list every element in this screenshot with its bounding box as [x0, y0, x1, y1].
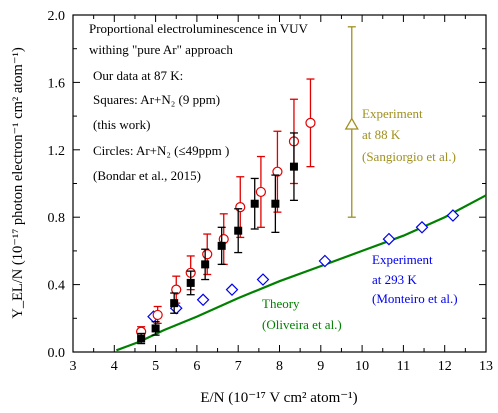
y-tick-label: 1.2: [48, 144, 66, 159]
x-tick-label: 10: [355, 359, 369, 374]
diamond-point: [382, 232, 396, 246]
annotation-our-data: Our data at 87 K: Squares: Ar+N₂ (9 ppm)…: [93, 68, 229, 183]
our-data-line-4: Circles: Ar+N₂ (≤49ppm ): [93, 143, 229, 158]
y-tick-label: 1.6: [48, 76, 66, 91]
heading-line-2: withing "pure Ar" approach: [89, 42, 233, 57]
square-point: [151, 324, 160, 333]
x-tick-label: 8: [276, 359, 283, 374]
y-tick-label: 0.8: [48, 211, 66, 226]
y-tick-label: 0.0: [48, 346, 66, 361]
exp293-line-3: (Monteiro et al.): [372, 291, 458, 306]
our-data-line-3: (this work): [93, 117, 150, 132]
circle-point: [202, 249, 213, 260]
circle-point: [152, 309, 163, 321]
series-open-diamond: [147, 209, 460, 323]
triangle-point: [344, 117, 359, 130]
square-point: [289, 162, 298, 171]
exp88-line-2: at 88 K: [362, 127, 401, 142]
square-point: [250, 199, 259, 208]
exp88-line-3: (Sangiorgio et al.): [362, 149, 456, 164]
diamond-point: [446, 209, 460, 222]
y-axis-label: Y_EL/N (10⁻¹⁷ photon electron⁻¹ cm² atom…: [10, 47, 26, 318]
square-point: [217, 241, 226, 250]
annotation-heading: Proportional electroluminescence in VUV …: [89, 21, 309, 57]
exp293-line-1: Experiment: [372, 252, 433, 267]
series-layer: [116, 26, 487, 352]
axis-ticks: [72, 14, 487, 353]
x-tick-label: 12: [438, 359, 452, 374]
x-tick-label: 3: [70, 359, 77, 374]
annotation-experiment-293k: Experiment at 293 K (Monteiro et al.): [372, 252, 458, 306]
diamond-point: [415, 220, 429, 234]
x-tick-label: 9: [317, 359, 324, 374]
circle-point: [305, 117, 316, 128]
x-tick-label: 5: [152, 359, 159, 374]
our-data-line-1: Our data at 87 K:: [93, 68, 183, 83]
circle-point: [272, 166, 283, 177]
our-data-line-5: (Bondar et al., 2015): [93, 168, 201, 183]
diamond-point: [318, 254, 332, 268]
x-tick-label: 7: [235, 359, 242, 374]
diamond-point: [256, 273, 270, 286]
x-tick-label: 4: [111, 359, 118, 374]
circle-point: [255, 186, 267, 198]
x-tick-labels: 3 4 5 6 7 8 9 10 11 12 13: [70, 359, 494, 374]
exp293-line-2: at 293 K: [372, 272, 417, 287]
circle-point: [235, 201, 246, 213]
circle-point: [171, 284, 182, 295]
diamond-point: [225, 283, 239, 297]
diamond-point: [196, 293, 210, 307]
square-point: [170, 299, 179, 308]
x-tick-label: 11: [397, 359, 410, 374]
our-data-line-2: Squares: Ar+N₂ (9 ppm): [93, 92, 220, 107]
x-tick-label: 6: [193, 359, 200, 374]
y-tick-label: 2.0: [48, 9, 66, 24]
square-point: [234, 226, 243, 235]
theory-line-1: Theory: [262, 296, 300, 311]
heading-line-1: Proportional electroluminescence in VUV: [89, 21, 309, 36]
series-filled-square: [137, 132, 298, 345]
y-tick-labels: 0.0 0.4 0.8 1.2 1.6 2.0: [48, 9, 66, 361]
x-tick-label: 13: [479, 359, 493, 374]
square-point: [201, 260, 210, 269]
annotation-theory: Theory (Oliveira et al.): [262, 296, 342, 332]
annotation-experiment-88k: Experiment at 88 K (Sangiorgio et al.): [362, 106, 456, 164]
y-tick-label: 0.4: [48, 279, 66, 294]
square-point: [137, 334, 146, 343]
series-open-triangle: [344, 26, 359, 218]
exp88-line-1: Experiment: [362, 106, 423, 121]
x-axis-label: E/N (10⁻¹⁷ V cm² atom⁻¹): [200, 390, 357, 406]
square-point: [271, 199, 280, 208]
theory-line-2: (Oliveira et al.): [262, 317, 342, 332]
square-point: [186, 278, 195, 287]
